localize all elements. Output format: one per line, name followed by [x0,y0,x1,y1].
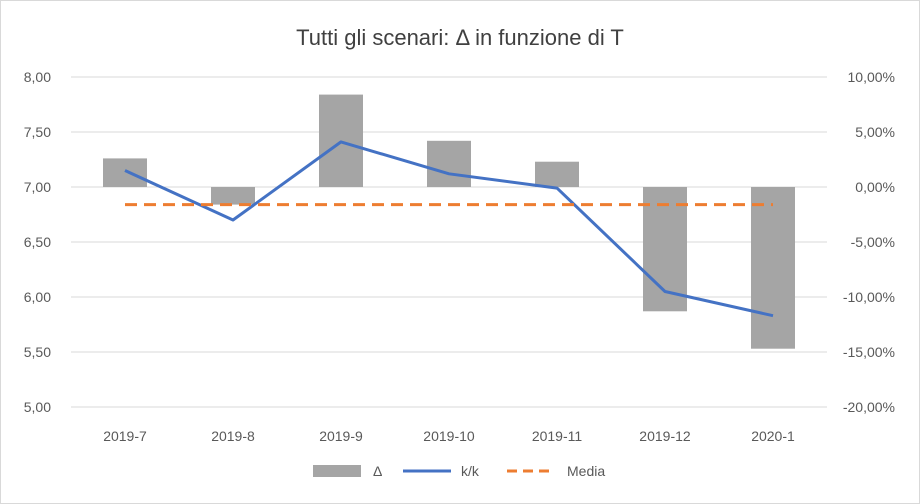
x-axis: 2019-7 2019-8 2019-9 2019-10 2019-11 2019-12 2… [103,428,795,444]
x-tick-label: 2019-12 [639,428,691,444]
right-tick-label: 10,00% [848,69,895,85]
x-tick-label: 2019-7 [103,428,147,444]
bar [427,140,471,187]
x-tick-label: 2020-1 [751,428,795,444]
legend-label-media: Media [567,463,605,479]
gridlines [71,76,827,408]
bar [103,158,147,187]
right-tick-label: -5,00% [851,234,895,250]
x-tick-label: 2019-8 [211,428,255,444]
legend-label-delta: Δ [373,463,382,479]
left-tick-label: 7,50 [24,124,51,140]
k-k-line [124,140,774,318]
left-tick-label: 6,00 [24,289,51,305]
bar-series [103,94,795,349]
right-tick-label: -15,00% [843,344,895,360]
left-tick-label: 8,00 [24,69,51,85]
bar [535,161,579,187]
bar [211,187,255,205]
x-tick-label: 2019-11 [532,428,583,444]
left-tick-label: 7,00 [24,179,51,195]
left-tick-label: 5,00 [24,399,51,415]
legend-swatch-delta [313,465,361,477]
right-tick-label: -20,00% [843,399,895,415]
right-axis: 10,00% 5,00% 0,00% -5,00% -10,00% -15,00% -20,… [843,69,895,415]
left-tick-label: 6,50 [24,234,51,250]
right-tick-label: 5,00% [855,124,895,140]
bar [751,187,795,349]
x-tick-label: 2019-9 [319,428,363,444]
chart-title: Tutti gli scenari: Δ in funzione di T [296,25,624,50]
right-tick-label: 0,00% [855,179,895,195]
x-tick-label: 2019-10 [423,428,475,444]
left-axis: 8,00 7,50 7,00 6,50 6,00 5,50 5,00 [24,69,51,415]
legend-label-kk: k/k [461,463,480,479]
line-series [124,140,774,318]
left-tick-label: 5,50 [24,344,51,360]
right-tick-label: -10,00% [843,289,895,305]
